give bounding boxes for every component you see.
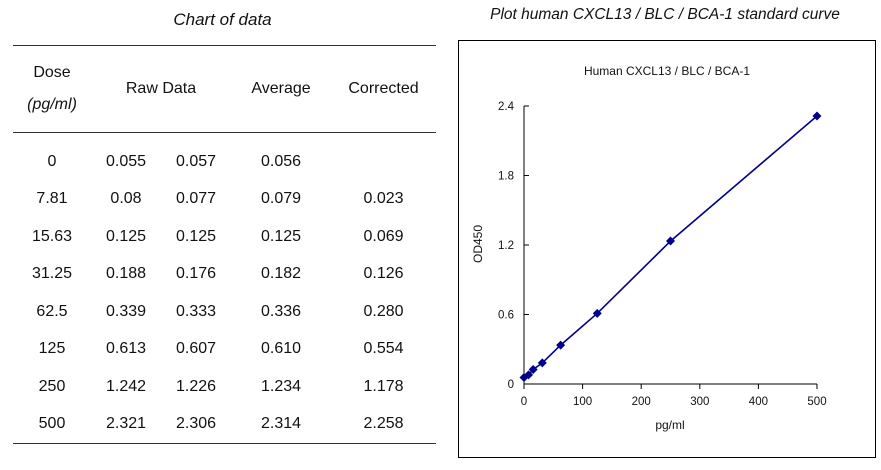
raw-data-1-cell: 0.613 (105, 340, 147, 358)
corrected-cell: 0.023 (363, 190, 404, 208)
table-row: 31.25 0.188 0.176 0.182 0.126 (13, 256, 436, 294)
raw-data-1-cell: 0.339 (105, 302, 147, 320)
data-point (537, 358, 547, 368)
data-point (812, 111, 822, 121)
data-point (592, 308, 602, 318)
dose-column-header: Dose (pg/ml) (13, 45, 91, 133)
dose-cell: 125 (38, 340, 66, 358)
average-cell: 1.234 (260, 377, 302, 395)
raw-data-1-cell: 0.125 (105, 227, 147, 245)
data-table: Dose (pg/ml) Raw Data Average Corrected … (13, 45, 436, 444)
average-cell: 0.610 (260, 340, 302, 358)
x-axis-label: pg/ml (655, 418, 684, 432)
average-cell: 0.182 (260, 265, 302, 283)
data-point (556, 340, 566, 350)
average-cell: 0.056 (260, 152, 302, 170)
raw-data-1-cell: 0.08 (110, 190, 142, 208)
raw-data-1-cell: 0.055 (105, 152, 147, 170)
table-row: 125 0.613 0.607 0.610 0.554 (13, 331, 436, 369)
data-point (666, 236, 675, 246)
y-tick-label: 1.8 (498, 171, 514, 183)
raw-data-1-cell: 0.188 (105, 265, 147, 283)
x-tick-label: 200 (632, 396, 651, 408)
table-row: 7.81 0.08 0.077 0.079 0.023 (13, 181, 436, 219)
standard-curve-chart: Human CXCL13 / BLC / BCA-1 pg/ml OD450 0… (458, 40, 876, 458)
raw-data-2-cell: 0.125 (175, 227, 217, 245)
raw-data-2-cell: 0.057 (175, 152, 217, 170)
y-axis-label: OD450 (471, 225, 485, 263)
y-tick-label: 0 (508, 379, 514, 391)
corrected-cell: 0.280 (363, 302, 404, 320)
dose-cell: 7.81 (36, 190, 68, 208)
average-cell: 0.079 (260, 190, 302, 208)
corrected-cell: 0.554 (363, 340, 404, 358)
raw-data-2-cell: 0.607 (175, 340, 217, 358)
chart-section-title: Plot human CXCL13 / BLC / BCA-1 standard… (490, 6, 840, 23)
series-line (523, 115, 818, 379)
average-cell: 0.336 (260, 302, 302, 320)
dose-cell: 250 (38, 377, 66, 395)
x-tick-label: 300 (690, 396, 709, 408)
table-header-row: Dose (pg/ml) Raw Data Average Corrected (13, 45, 436, 133)
raw-data-2-cell: 1.226 (175, 377, 217, 395)
corrected-column-header: Corrected (331, 45, 436, 133)
corrected-cell: 1.178 (363, 377, 404, 395)
corrected-cell: 0.126 (363, 265, 404, 283)
average-column-header: Average (231, 45, 331, 133)
raw-data-1-cell: 2.321 (91, 405, 161, 444)
x-tick-label: 0 (521, 396, 527, 408)
x-tick-label: 500 (807, 396, 826, 408)
raw-data-1-cell: 1.242 (105, 377, 147, 395)
table-row: 250 1.242 1.226 1.234 1.178 (13, 368, 436, 406)
data-point (528, 365, 538, 375)
corrected-cell: 0.069 (363, 227, 404, 245)
raw-data-column-header: Raw Data (91, 45, 231, 133)
y-tick-label: 1.2 (498, 240, 514, 252)
table-row: 500 2.321 2.306 2.314 2.258 (13, 405, 436, 444)
raw-data-2-cell: 2.306 (161, 405, 231, 444)
dose-cell: 15.63 (31, 227, 73, 245)
standard-curve-svg: Human CXCL13 / BLC / BCA-1 pg/ml OD450 0… (471, 64, 827, 432)
dose-header-label: Dose (33, 64, 71, 81)
x-tick-label: 100 (573, 396, 592, 408)
table-title: Chart of data (173, 10, 272, 29)
data-point (524, 370, 534, 380)
raw-data-2-cell: 0.176 (175, 265, 217, 283)
x-tick-label: 400 (749, 396, 768, 408)
chart-title: Human CXCL13 / BLC / BCA-1 (584, 64, 750, 78)
y-tick-label: 0.6 (498, 310, 514, 322)
average-cell: 0.125 (260, 227, 302, 245)
table-row: 62.5 0.339 0.333 0.336 0.280 (13, 293, 436, 331)
corrected-cell (331, 133, 436, 181)
dose-cell: 0 (47, 152, 57, 170)
dose-cell: 500 (13, 405, 91, 444)
average-cell: 2.314 (231, 405, 331, 444)
raw-data-2-cell: 0.077 (175, 190, 217, 208)
table-row: 15.63 0.125 0.125 0.125 0.069 (13, 218, 436, 256)
corrected-cell: 2.258 (331, 405, 436, 444)
dose-cell: 62.5 (36, 302, 68, 320)
dose-header-unit: (pg/ml) (27, 96, 77, 113)
table-row: 0 0.055 0.057 0.056 (13, 133, 436, 181)
dose-cell: 31.25 (31, 265, 73, 283)
y-tick-label: 2.4 (498, 101, 515, 113)
plot-area: 0 0.6 1.2 1.8 2.4 0 100 200 300 400 500 (498, 101, 827, 408)
raw-data-2-cell: 0.333 (175, 302, 217, 320)
